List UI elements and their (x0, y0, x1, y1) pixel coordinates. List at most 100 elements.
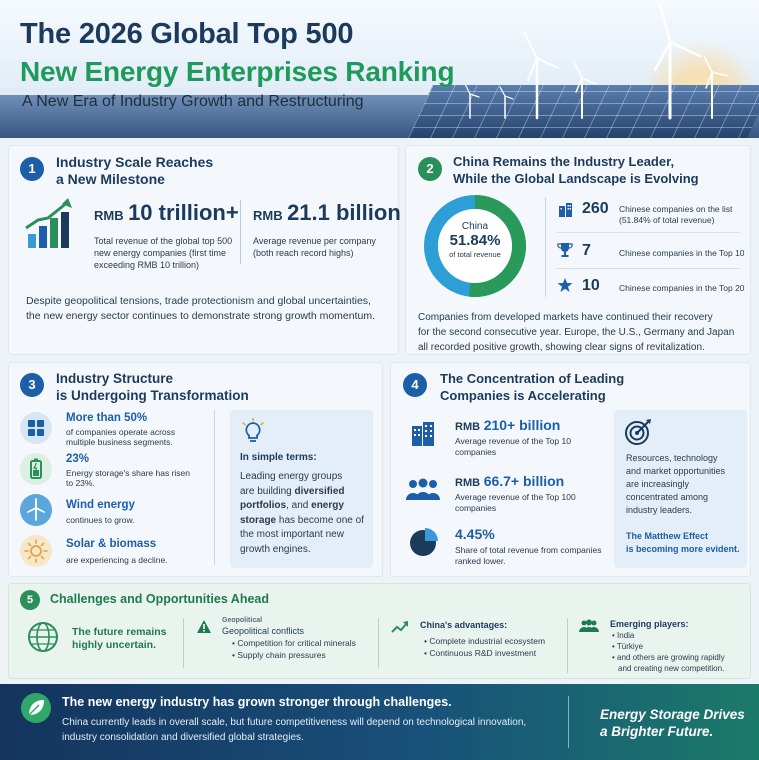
s5-emerging: Emerging players: • India • Türkiye • an… (610, 619, 725, 674)
section-1-card (8, 145, 399, 355)
hero-banner: The 2026 Global Top 500 New Energy Enter… (0, 0, 759, 138)
s3-simple-line-4a: storage (240, 514, 277, 526)
s5-divider-2 (378, 618, 379, 668)
s2-row-2-label: Chinese companies in the Top 10 (619, 248, 745, 258)
s5-adv-2: • Continuous R&D investment (424, 648, 537, 658)
leaf-icon (21, 693, 51, 723)
s2-body-1: Companies from developed markets have co… (418, 312, 713, 323)
s5-emerge-tail: and creating new competition. (618, 664, 725, 673)
section-1-title-line2: a New Milestone (56, 171, 165, 187)
wind-turbines (464, 2, 729, 120)
section-2-title: China Remains the Industry Leader, While… (453, 153, 699, 187)
trend-up-icon (391, 621, 408, 633)
s3-item-1-sub-1: of companies operate across (66, 427, 176, 437)
s1-stat1-value: 10 trillion+ (128, 200, 239, 225)
section-1-title: Industry Scale Reaches a New Milestone (56, 154, 213, 188)
s3-item-2-sub-2: to 23%. (66, 478, 95, 488)
section-1-title-line1: Industry Scale Reaches (56, 154, 214, 170)
s4-side-highlight-2: is becoming more evident. (626, 544, 740, 554)
donut-value: 51.84% (449, 232, 501, 249)
footer-banner (0, 684, 759, 760)
s4-item-2-sub-2: companies (455, 503, 497, 513)
section-3-title-line1: Industry Structure (56, 371, 174, 386)
grid-segments-icon (20, 412, 52, 444)
s3-simple-line-3a: portfolios (240, 500, 287, 511)
s4-item-1-prefix: RMB (455, 421, 481, 433)
s4-item-3-sub-1: Share of total revenue from companies (455, 545, 602, 555)
s4-item-1-value: RMB 210+ billion (455, 417, 560, 433)
s4-side-highlight-1: The Matthew Effect (626, 531, 709, 541)
s3-item-1-sub-2: multiple business segments. (66, 437, 173, 447)
section-2-title-line1: China Remains the Industry Leader, (453, 154, 675, 169)
s5-globe-text: The future remains highly uncertain. (72, 626, 167, 652)
footer-headline: The new energy industry has grown strong… (62, 695, 452, 709)
s3-simple-line-2b: diversified (294, 485, 345, 497)
s5-risks-head: Geopolitical (222, 617, 263, 624)
page-title-secondary: New Energy Enterprises Ranking (20, 56, 455, 87)
s4-item-2-value: RMB 66.7+ billion (455, 473, 564, 489)
s4-item-1-sub-1: Average revenue of the Top 10 (455, 436, 571, 446)
china-share-donut (424, 195, 526, 297)
s4-side-line-1: Resources, technology (626, 453, 718, 463)
s5-globe-line-2: highly uncertain. (72, 639, 157, 651)
s5-emerge-3-text: and others are growing rapidly (617, 653, 725, 662)
s5-emerge-1: • India (612, 631, 635, 640)
s3-divider (214, 410, 215, 565)
s4-side-box (614, 410, 747, 568)
s3-simple-line-3b: , and (286, 500, 312, 511)
s5-advantages: China's advantages: • Complete industria… (420, 619, 545, 659)
people-icon (579, 619, 599, 632)
section-4-title-line2: Companies is Accelerating (440, 388, 606, 403)
s2-row-1-label-2: (51.84% of total revenue) (619, 215, 715, 225)
group-people-icon (406, 478, 440, 500)
s4-side-line-2: and market opportunities (626, 466, 726, 476)
s5-risks-line: Geopolitical conflicts (222, 626, 305, 636)
s4-item-2-amount: 66.7+ billion (483, 473, 565, 489)
section-3-number: 3 (20, 373, 44, 397)
s1-body-2: the new energy sector continues to demon… (26, 310, 376, 322)
s3-item-4-sub-1: are experiencing a decline. (66, 555, 168, 565)
s5-adv-1-text: Complete industrial ecosystem (429, 636, 546, 646)
s2-row-2-value: 7 (582, 242, 591, 259)
s3-simple-line-2: are building diversified (240, 485, 372, 500)
section-2-number: 2 (418, 157, 442, 181)
s4-side-text: Resources, technology and market opportu… (626, 452, 744, 517)
s1-stat2-value: 21.1 billion (287, 200, 401, 225)
s5-adv-2-text: Continuous R&D investment (429, 648, 537, 658)
pie-slice-icon (410, 528, 438, 556)
s5-emerge-2-text: Türkiye (616, 642, 644, 651)
s3-simple-line-4b: has become one of (276, 514, 364, 526)
s5-risk-2-text: Supply chain pressures (237, 650, 326, 660)
s3-item-2-sub-1: Energy storage's share has risen (66, 468, 190, 478)
s4-item-3-amount: 4.45% (455, 526, 495, 542)
section-5-title: Challenges and Opportunities Ahead (50, 592, 270, 606)
s1-divider (240, 200, 241, 264)
s5-emerge-1-text: India (617, 631, 635, 640)
footer-divider (568, 696, 569, 748)
s1-stat2-prefix: RMB (253, 208, 283, 223)
s5-emerge-3: • and others are growing rapidly (612, 653, 725, 662)
s2-row-sep-2 (557, 268, 740, 269)
s4-side-line-3: are increasingly (626, 479, 690, 489)
section-5-number: 5 (20, 590, 40, 610)
section-4-title: The Concentration of Leading Companies i… (440, 370, 624, 404)
section-3-title: Industry Structure is Undergoing Transfo… (56, 370, 249, 404)
s4-side-line-4: concentrated among (626, 492, 709, 502)
section-3-title-line2: is Undergoing Transformation (56, 388, 249, 403)
s1-stat2-desc-2: (both reach record highs) (253, 248, 354, 258)
footer-slogan-2: a Brighter Future. (600, 724, 714, 739)
section-4-title-line1: The Concentration of Leading (440, 371, 625, 386)
s3-simple-line-4: storage has become one of (240, 514, 372, 529)
footer-paragraph: China currently leads in overall scale, … (62, 715, 552, 745)
s5-risk-2: • Supply chain pressures (232, 650, 326, 660)
s5-risk-1-text: Competition for critical minerals (237, 638, 356, 648)
s3-simple-line-2a: are building (240, 485, 295, 497)
s1-stat1-desc: Total revenue of the global top 500 new … (94, 235, 232, 271)
s2-row-top10: 7 Chinese companies in the Top 10 (557, 242, 747, 264)
donut-center: China 51.84% of total revenue (420, 221, 530, 259)
s5-globe-line-1: The future remains (72, 626, 167, 638)
s1-body: Despite geopolitical tensions, trade pro… (26, 294, 391, 324)
s1-stat1-desc-1: Total revenue of the global top 500 (94, 236, 233, 246)
donut-caption: of total revenue (449, 250, 501, 259)
section-4-number: 4 (403, 373, 427, 397)
